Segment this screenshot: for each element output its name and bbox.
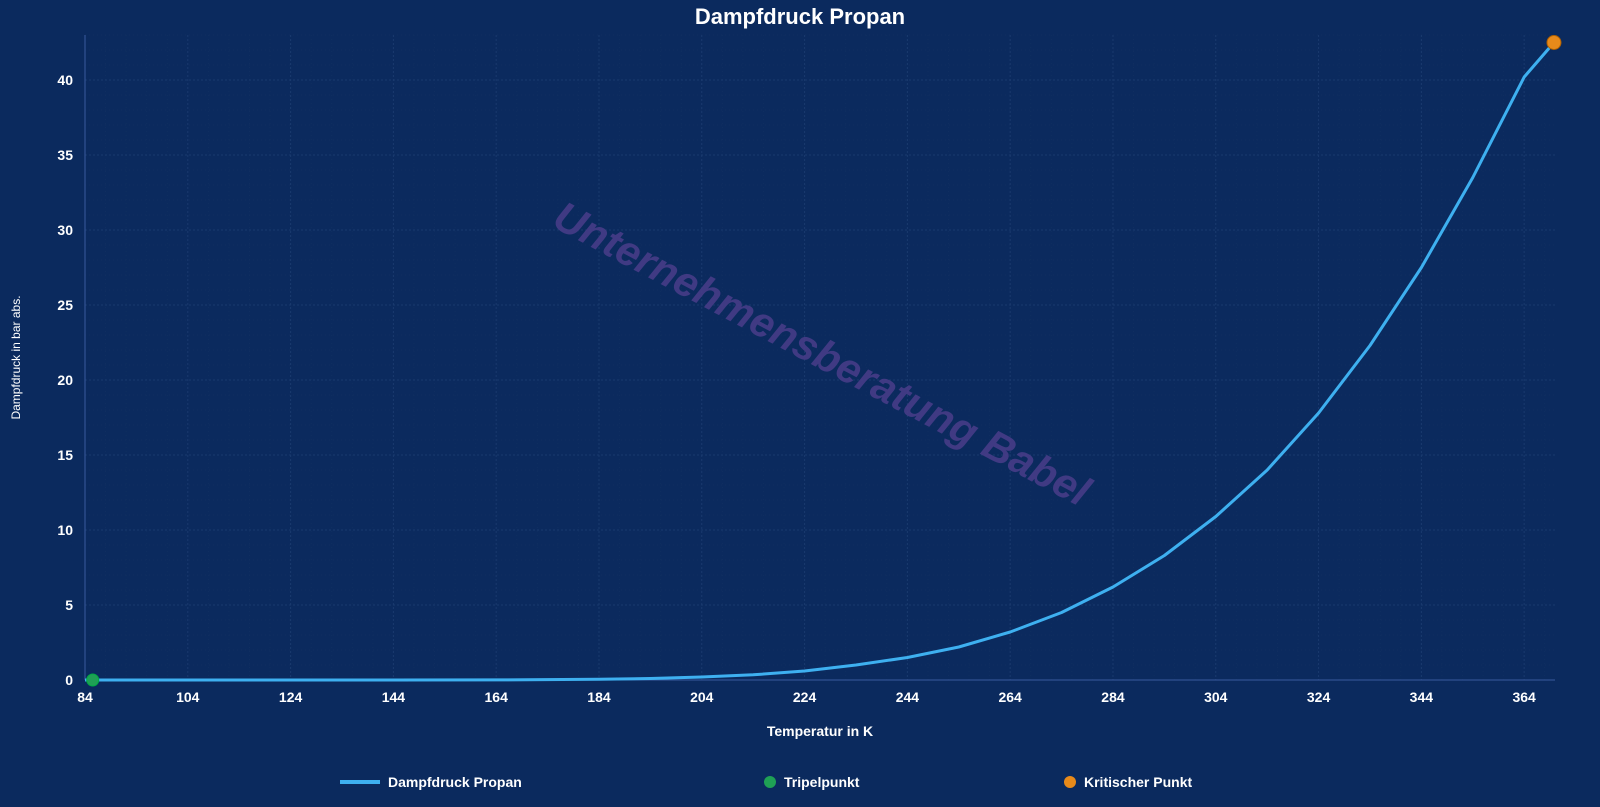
x-tick-label: 184 [587,689,611,705]
y-tick-label: 10 [57,522,73,538]
chart-container: Unternehmensberatung Babel84104124144164… [0,0,1600,807]
y-tick-label: 30 [57,222,73,238]
x-tick-label: 124 [279,689,303,705]
y-tick-label: 0 [65,672,73,688]
x-tick-label: 164 [485,689,509,705]
x-tick-label: 304 [1204,689,1228,705]
x-tick-label: 324 [1307,689,1331,705]
y-tick-label: 40 [57,72,73,88]
legend-label: Tripelpunkt [784,774,860,790]
x-tick-label: 244 [896,689,920,705]
y-tick-label: 15 [57,447,73,463]
y-tick-label: 20 [57,372,73,388]
y-tick-label: 5 [65,597,73,613]
x-tick-label: 104 [176,689,200,705]
x-axis-label: Temperatur in K [767,723,873,739]
x-tick-label: 144 [382,689,406,705]
legend-dot-swatch [764,776,776,788]
x-tick-label: 344 [1410,689,1434,705]
x-tick-label: 364 [1512,689,1536,705]
chart-svg: Unternehmensberatung Babel84104124144164… [0,0,1600,807]
kritischer-punkt-marker [1547,36,1561,50]
chart-title: Dampfdruck Propan [695,4,905,29]
x-tick-label: 284 [1101,689,1125,705]
x-tick-label: 84 [77,689,93,705]
x-tick-label: 264 [998,689,1022,705]
y-tick-label: 25 [57,297,73,313]
legend-dot-swatch [1064,776,1076,788]
tripelpunkt-marker [87,674,99,686]
x-tick-label: 204 [690,689,714,705]
legend-label: Kritischer Punkt [1084,774,1192,790]
y-axis-label: Dampfdruck in bar abs. [9,295,23,419]
x-tick-label: 224 [793,689,817,705]
legend-label: Dampfdruck Propan [388,774,522,790]
y-tick-label: 35 [57,147,73,163]
